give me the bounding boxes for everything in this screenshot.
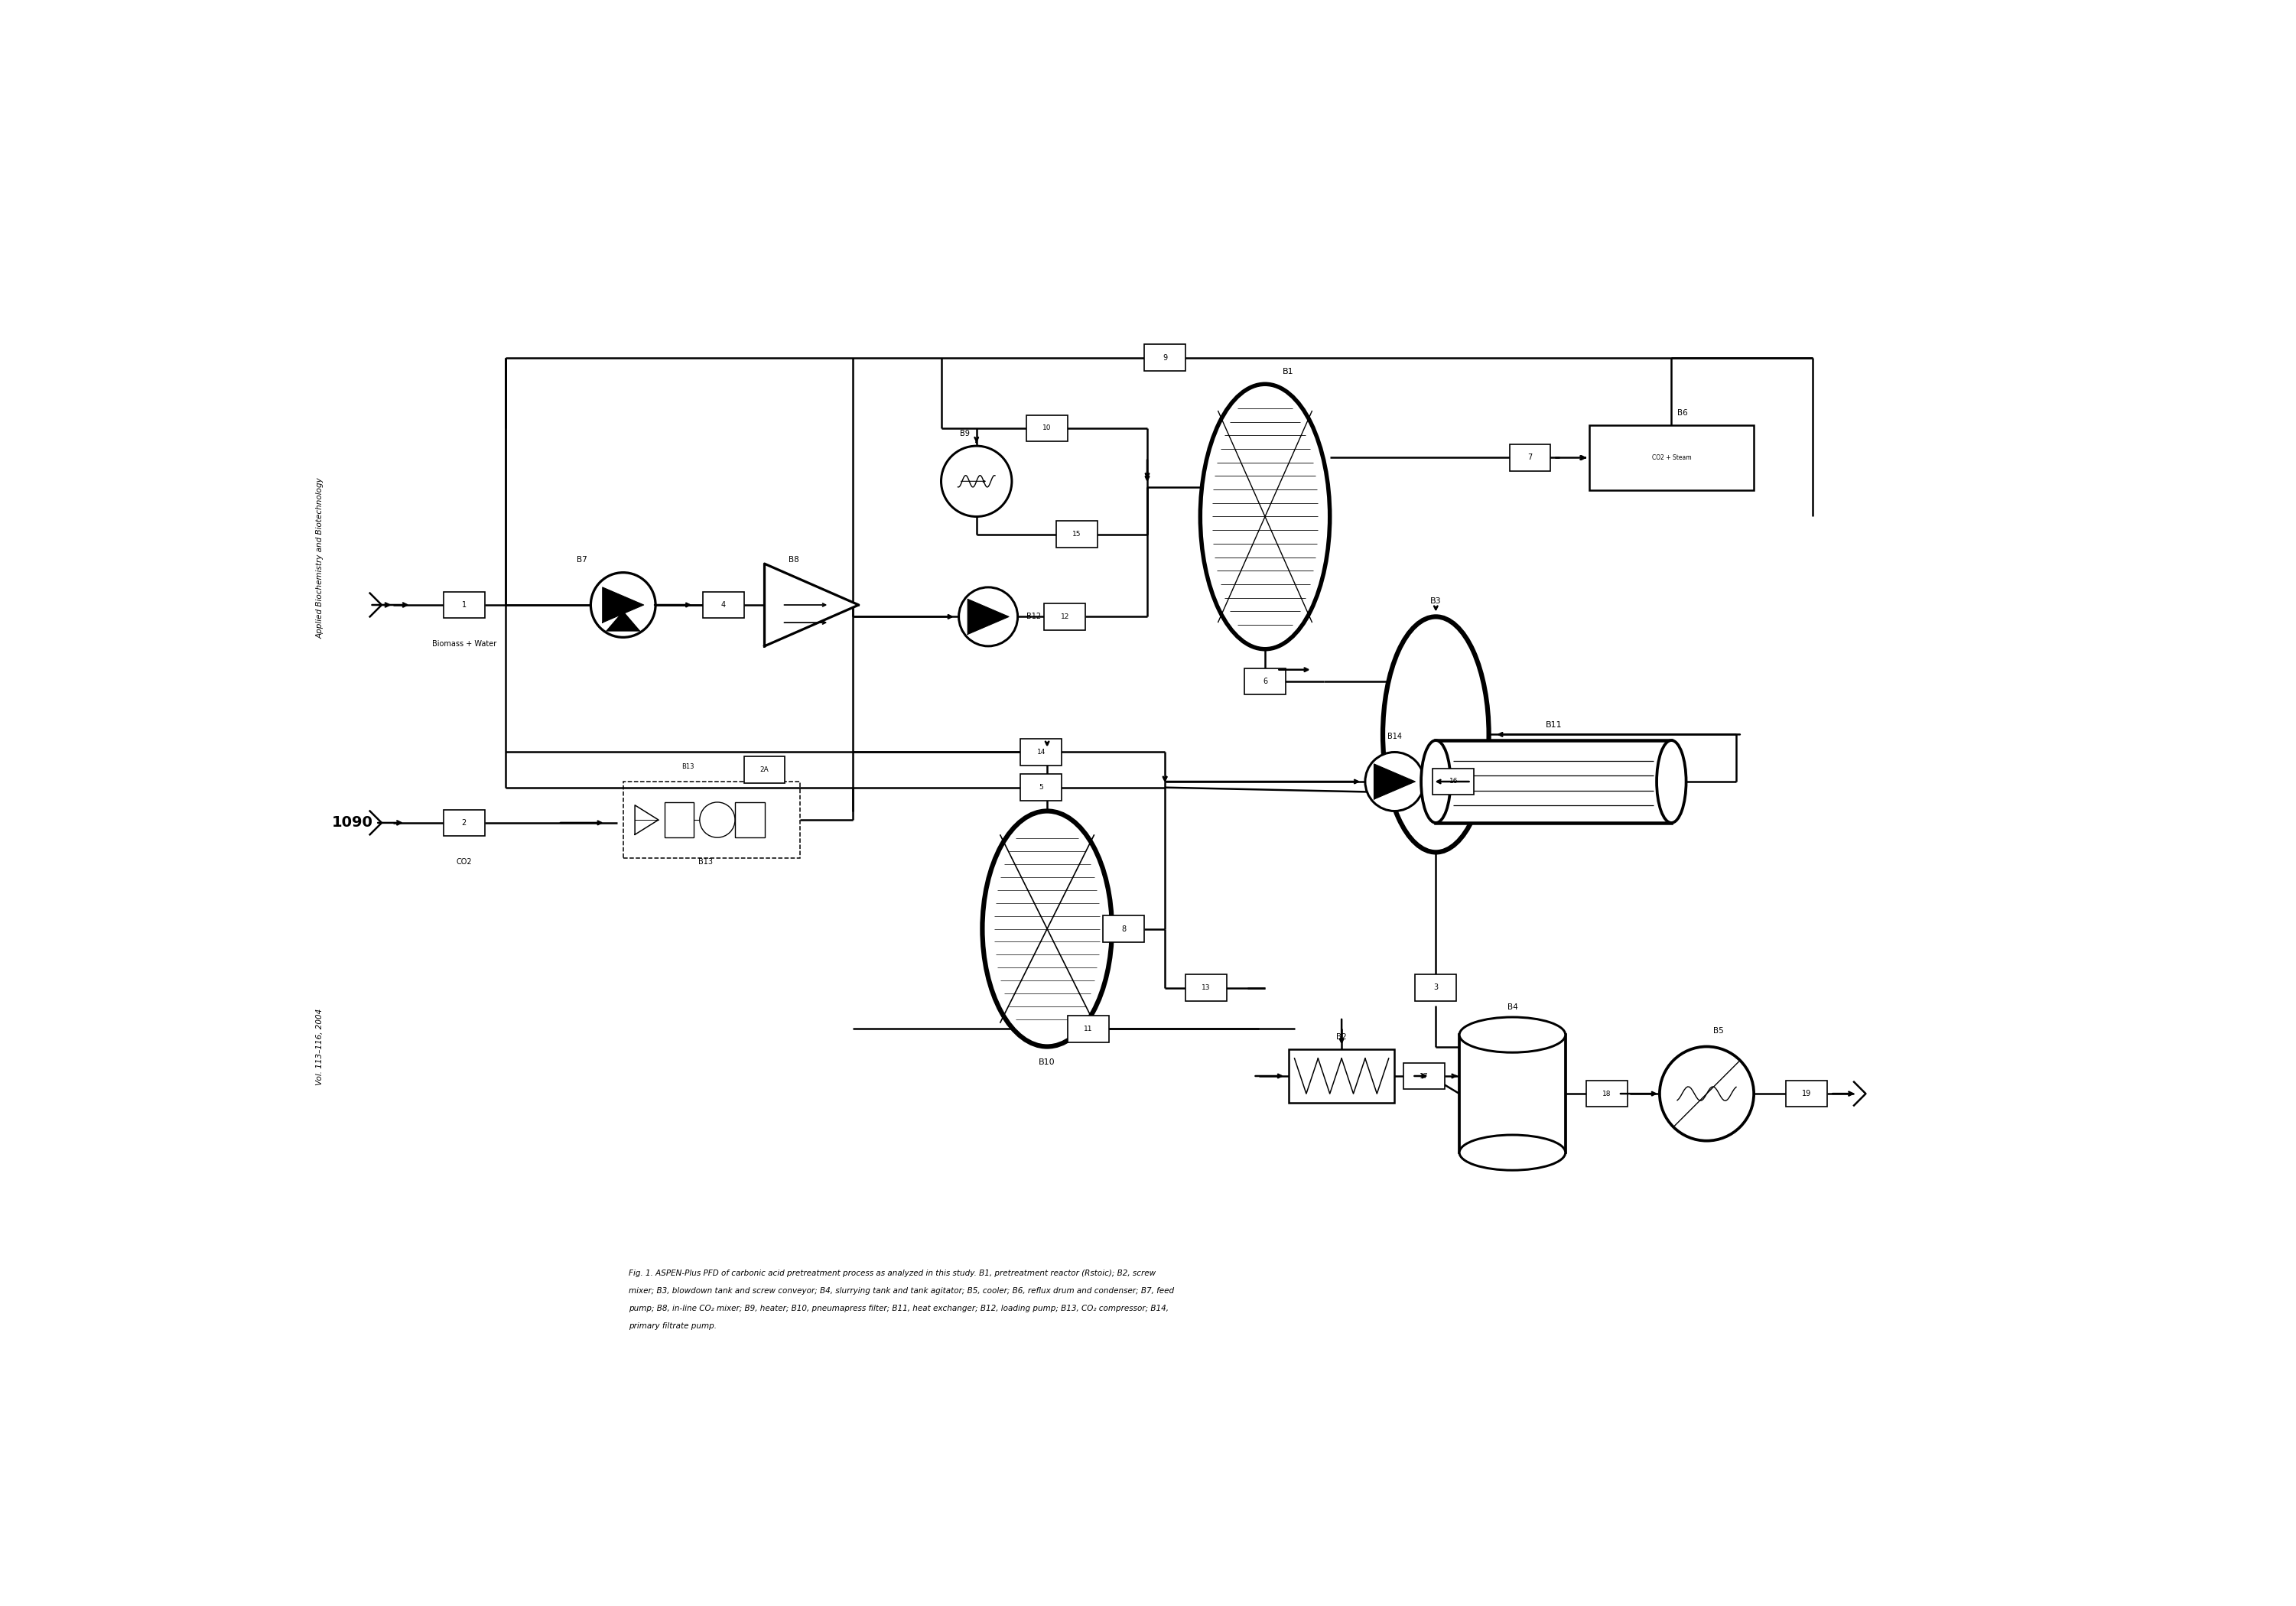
Text: 2: 2: [461, 819, 466, 827]
Text: B10: B10: [1038, 1058, 1056, 1066]
Text: 8: 8: [1120, 925, 1125, 933]
Ellipse shape: [1658, 740, 1685, 822]
Text: 5: 5: [1040, 784, 1042, 790]
Text: Applied Biochemistry and Biotechnology: Applied Biochemistry and Biotechnology: [317, 477, 324, 639]
Bar: [443, 591, 484, 618]
Text: 13: 13: [1201, 984, 1210, 991]
Bar: [1288, 1050, 1394, 1102]
Text: 19: 19: [1802, 1090, 1812, 1097]
Bar: [735, 801, 765, 837]
Bar: [1143, 344, 1185, 371]
Text: 16: 16: [1449, 779, 1458, 785]
Text: 1090: 1090: [331, 816, 372, 830]
Bar: [703, 591, 744, 618]
Text: 18: 18: [1603, 1090, 1612, 1097]
Circle shape: [960, 588, 1017, 646]
Text: 3: 3: [1433, 984, 1437, 991]
Ellipse shape: [1201, 384, 1329, 649]
Bar: [1022, 774, 1061, 801]
Bar: [1435, 740, 1671, 822]
Bar: [1433, 768, 1474, 795]
Text: 2A: 2A: [760, 766, 769, 772]
Text: Biomass + Water: Biomass + Water: [432, 641, 496, 647]
Bar: [1045, 604, 1086, 630]
Text: B8: B8: [788, 556, 799, 564]
Bar: [1244, 668, 1286, 695]
Text: primary filtrate pump.: primary filtrate pump.: [629, 1322, 716, 1330]
Text: 1: 1: [461, 601, 466, 609]
Text: mixer; B3, blowdown tank and screw conveyor; B4, slurrying tank and tank agitato: mixer; B3, blowdown tank and screw conve…: [629, 1286, 1176, 1294]
Text: B13: B13: [698, 858, 712, 866]
Bar: [1403, 1063, 1444, 1089]
Text: Vol. 113–116, 2004: Vol. 113–116, 2004: [317, 1009, 324, 1086]
Text: B11: B11: [1545, 721, 1561, 729]
Bar: [1056, 520, 1097, 548]
Text: 15: 15: [1072, 532, 1081, 538]
Bar: [744, 756, 785, 784]
Bar: [1587, 1081, 1628, 1107]
Bar: [1460, 1034, 1566, 1153]
Text: B7: B7: [576, 556, 588, 564]
Text: B3: B3: [1430, 597, 1442, 605]
Circle shape: [1366, 752, 1424, 811]
Text: B13: B13: [682, 763, 693, 769]
Text: B9: B9: [960, 429, 969, 437]
Bar: [1022, 739, 1061, 766]
Ellipse shape: [1382, 617, 1488, 853]
Bar: [664, 801, 693, 837]
Polygon shape: [602, 588, 643, 623]
Bar: [1786, 1081, 1828, 1107]
Text: 11: 11: [1084, 1026, 1093, 1033]
Text: 10: 10: [1042, 426, 1052, 432]
Text: B4: B4: [1506, 1004, 1518, 1012]
Bar: [622, 782, 799, 858]
Text: B2: B2: [1336, 1033, 1348, 1041]
Bar: [1508, 445, 1550, 471]
Text: B5: B5: [1713, 1028, 1724, 1034]
Text: 12: 12: [1061, 613, 1070, 620]
Text: 7: 7: [1527, 454, 1531, 461]
Text: Fig. 1. ASPEN-Plus PFD of carbonic acid pretreatment process as analyzed in this: Fig. 1. ASPEN-Plus PFD of carbonic acid …: [629, 1269, 1157, 1277]
Circle shape: [941, 446, 1013, 517]
Circle shape: [700, 803, 735, 838]
Text: 9: 9: [1162, 353, 1166, 361]
Text: B1: B1: [1283, 368, 1295, 376]
Text: B6: B6: [1678, 410, 1688, 416]
Bar: [1102, 915, 1143, 943]
Ellipse shape: [1460, 1017, 1566, 1052]
Polygon shape: [606, 610, 641, 631]
Text: 14: 14: [1038, 748, 1045, 755]
Text: CO2: CO2: [457, 858, 473, 866]
Text: CO2 + Steam: CO2 + Steam: [1651, 454, 1692, 461]
Ellipse shape: [983, 811, 1111, 1047]
Bar: [1589, 426, 1754, 490]
Ellipse shape: [1421, 740, 1451, 822]
Polygon shape: [1373, 764, 1414, 800]
Ellipse shape: [1460, 1135, 1566, 1171]
Bar: [1026, 414, 1068, 442]
Circle shape: [590, 572, 657, 638]
Text: 17: 17: [1419, 1073, 1428, 1079]
Circle shape: [1660, 1047, 1754, 1140]
Bar: [1185, 975, 1226, 1001]
Text: B12: B12: [1026, 613, 1040, 620]
Polygon shape: [967, 599, 1008, 634]
Bar: [443, 809, 484, 837]
Bar: [1068, 1015, 1109, 1042]
Bar: [1414, 975, 1456, 1001]
Text: B14: B14: [1387, 732, 1403, 740]
Text: 6: 6: [1263, 678, 1267, 686]
Text: 4: 4: [721, 601, 726, 609]
Text: pump; B8, in-line CO₂ mixer; B9, heater; B10, pneumapress filter; B11, heat exch: pump; B8, in-line CO₂ mixer; B9, heater;…: [629, 1304, 1169, 1312]
Polygon shape: [765, 564, 859, 646]
